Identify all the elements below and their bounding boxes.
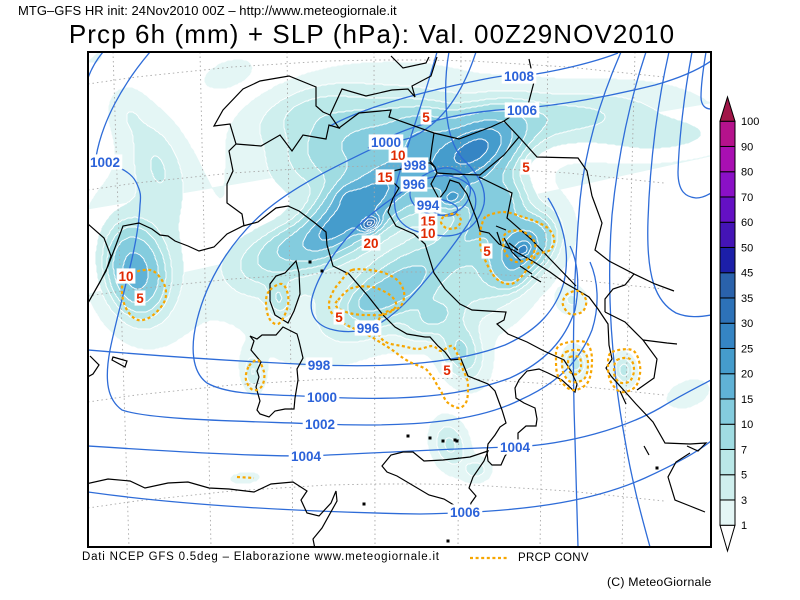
- svg-text:1002: 1002: [90, 155, 120, 170]
- svg-text:996: 996: [357, 321, 380, 336]
- svg-text:1002: 1002: [305, 417, 335, 432]
- svg-text:10: 10: [118, 269, 133, 284]
- svg-text:10: 10: [741, 419, 753, 431]
- svg-text:1008: 1008: [504, 69, 535, 84]
- svg-text:10: 10: [390, 148, 405, 163]
- svg-text:25: 25: [741, 344, 753, 356]
- svg-text:70: 70: [741, 192, 753, 204]
- svg-text:5: 5: [483, 244, 491, 259]
- svg-text:7: 7: [741, 445, 747, 457]
- svg-text:5: 5: [741, 470, 747, 482]
- svg-text:90: 90: [741, 142, 753, 154]
- svg-text:5: 5: [422, 110, 430, 125]
- svg-text:100: 100: [741, 116, 759, 128]
- svg-text:5: 5: [136, 291, 144, 306]
- svg-text:994: 994: [417, 198, 440, 213]
- svg-text:1004: 1004: [291, 449, 322, 464]
- svg-text:50: 50: [741, 243, 753, 255]
- svg-text:998: 998: [404, 158, 427, 173]
- svg-text:5: 5: [522, 160, 530, 175]
- svg-text:10: 10: [420, 226, 435, 241]
- svg-text:3: 3: [741, 495, 747, 507]
- svg-text:45: 45: [741, 268, 753, 280]
- svg-text:15: 15: [377, 170, 393, 185]
- svg-text:20: 20: [363, 236, 378, 251]
- svg-text:998: 998: [308, 358, 331, 373]
- svg-text:80: 80: [741, 167, 753, 179]
- svg-text:30: 30: [741, 318, 753, 330]
- svg-text:1006: 1006: [450, 505, 481, 520]
- svg-text:5: 5: [335, 310, 343, 325]
- svg-text:996: 996: [403, 177, 426, 192]
- svg-text:1000: 1000: [371, 135, 401, 150]
- svg-text:60: 60: [741, 217, 753, 229]
- svg-text:1004: 1004: [500, 440, 531, 455]
- svg-text:20: 20: [741, 369, 753, 381]
- svg-text:15: 15: [420, 214, 436, 229]
- svg-text:1: 1: [741, 520, 747, 532]
- svg-text:15: 15: [741, 394, 753, 406]
- svg-text:5: 5: [443, 363, 451, 378]
- svg-text:35: 35: [741, 293, 753, 305]
- svg-text:1000: 1000: [307, 390, 337, 405]
- svg-text:1006: 1006: [507, 103, 538, 118]
